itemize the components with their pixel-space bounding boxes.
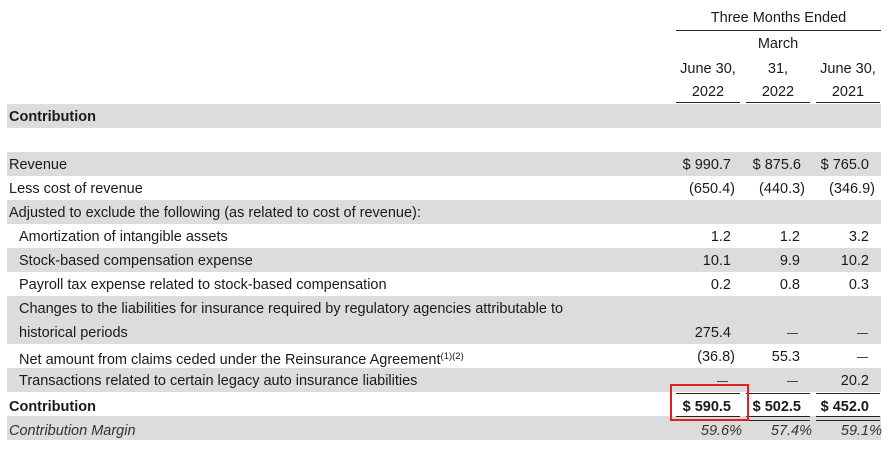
cell-value: (346.9) — [829, 181, 875, 197]
highlight-box — [670, 384, 749, 421]
row-band — [7, 296, 881, 344]
cell-value: (36.8) — [697, 349, 735, 365]
cell-value: 0.8 — [779, 277, 800, 293]
section-title: Contribution — [9, 109, 96, 125]
row-label-line1: Changes to the liabilities for insurance… — [19, 301, 564, 317]
col3-header-year: 2021 — [831, 84, 865, 100]
cell-dash — [787, 333, 798, 334]
row-label: Transactions related to certain legacy a… — [19, 373, 418, 389]
total-value: $ 590.5 — [682, 399, 731, 415]
period-title: Three Months Ended — [710, 10, 847, 26]
row-label: Adjusted to exclude the following (as re… — [9, 205, 421, 221]
cell-value: 0.3 — [848, 277, 869, 293]
cell-value: 3.2 — [848, 229, 869, 245]
row-label: Payroll tax expense related to stock-bas… — [19, 277, 387, 293]
row-band — [7, 248, 881, 272]
margin-value: 59.1% — [840, 423, 882, 439]
row-label-line2: historical periods — [19, 325, 128, 341]
footnote-ref: (1)(2) — [440, 351, 464, 362]
cell-value: $ 765.0 — [820, 157, 869, 173]
cell-value: (650.4) — [689, 181, 735, 197]
row-band — [7, 200, 881, 224]
col2-header-line1: March — [757, 36, 799, 52]
row-label: Net amount from claims ceded under the R… — [19, 348, 464, 369]
cell-value: $ 990.7 — [682, 157, 731, 173]
cell-value: 1.2 — [710, 229, 731, 245]
col3-header-line2: June 30, — [820, 61, 876, 77]
cell-dash — [857, 333, 868, 334]
total-double-rule — [746, 416, 810, 421]
cell-dash — [717, 381, 728, 382]
cell-value: $ 875.6 — [752, 157, 801, 173]
cell-value: 10.2 — [840, 253, 869, 269]
row-label: Stock-based compensation expense — [19, 253, 253, 269]
margin-value: 59.6% — [700, 423, 742, 439]
row-label-text: Net amount from claims ceded under the R… — [19, 352, 441, 368]
row-label: Amortization of intangible assets — [19, 229, 228, 245]
cell-value: 55.3 — [771, 349, 800, 365]
margin-label: Contribution Margin — [9, 423, 136, 439]
col1-header-year: 2022 — [691, 84, 725, 100]
row-band — [7, 368, 881, 392]
total-double-rule — [816, 416, 880, 421]
cell-value: (440.3) — [759, 181, 805, 197]
cell-value: 275.4 — [694, 325, 731, 341]
total-label: Contribution — [9, 399, 96, 415]
cell-value: 1.2 — [779, 229, 800, 245]
row-label: Less cost of revenue — [9, 181, 143, 197]
cell-value: 9.9 — [779, 253, 800, 269]
col1-header-rule — [676, 102, 740, 103]
subtotal-rule — [816, 393, 880, 394]
margin-value: 57.4% — [770, 423, 812, 439]
col2-header-rule — [746, 102, 810, 103]
header-rule — [676, 30, 881, 31]
col3-header-rule — [816, 102, 880, 103]
cell-value: 0.2 — [710, 277, 731, 293]
row-band — [7, 152, 881, 176]
subtotal-rule — [746, 393, 810, 394]
col2-header-year: 2022 — [761, 84, 795, 100]
cell-dash — [787, 381, 798, 382]
row-label: Revenue — [9, 157, 68, 173]
col2-header-line2: 31, — [767, 61, 789, 77]
total-value: $ 502.5 — [752, 399, 801, 415]
cell-dash — [857, 357, 868, 358]
col1-header-line2: June 30, — [680, 61, 736, 77]
subtotal-rule — [676, 393, 740, 394]
row-band — [7, 104, 881, 128]
total-value: $ 452.0 — [820, 399, 869, 415]
cell-value: 20.2 — [840, 373, 869, 389]
cell-value: 10.1 — [702, 253, 731, 269]
